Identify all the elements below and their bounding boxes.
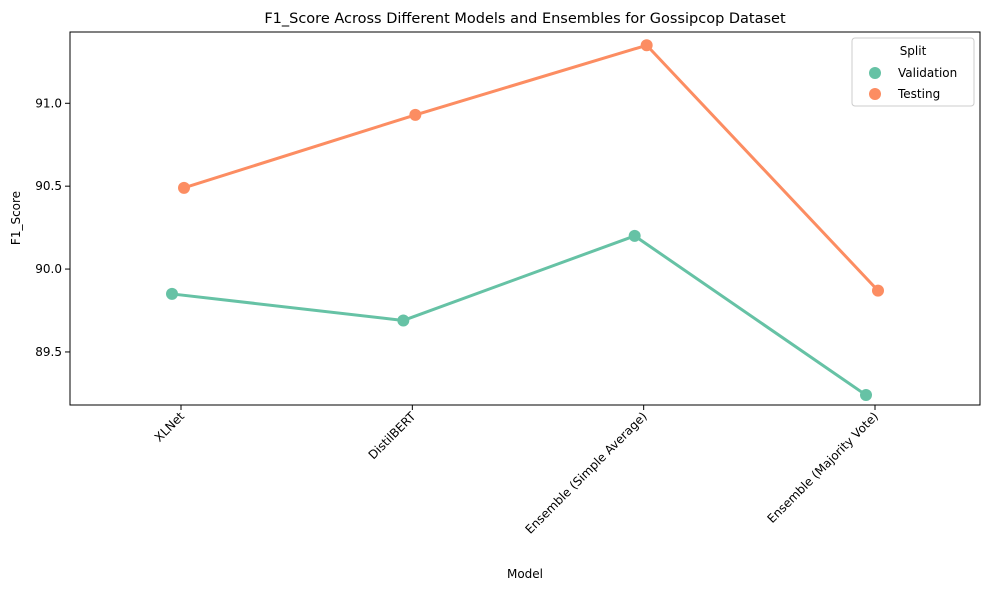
legend-marker-validation [869, 67, 881, 79]
x-tick-label: Ensemble (Simple Average) [522, 409, 649, 536]
legend-label-validation: Validation [898, 66, 957, 80]
legend-marker-testing [869, 88, 881, 100]
data-point-validation [860, 389, 872, 402]
x-axis-label: Model [507, 567, 543, 581]
data-point-testing [640, 39, 653, 52]
x-tick-label: XLNet [152, 409, 188, 445]
x-tick-label: Ensemble (Majority Vote) [764, 409, 881, 526]
series-layer [166, 39, 884, 402]
y-tick-label: 90.0 [35, 262, 62, 276]
y-axis: 89.5 90.0 90.5 91.0 [35, 96, 70, 359]
y-tick-label: 89.5 [35, 345, 62, 359]
y-axis-label: F1_Score [9, 191, 23, 245]
data-point-testing [178, 181, 190, 194]
data-point-testing [409, 108, 422, 121]
legend-label-testing: Testing [897, 87, 940, 101]
data-point-validation [397, 314, 410, 327]
data-point-testing [872, 284, 884, 297]
chart-title: F1_Score Across Different Models and Ens… [264, 11, 786, 27]
data-point-validation [628, 229, 641, 242]
x-axis: XLNet DistilBERT Ensemble (Simple Average)… [152, 405, 881, 537]
y-tick-label: 90.5 [35, 179, 62, 193]
legend: Split Validation Testing [851, 37, 975, 107]
series-line-testing [183, 43, 880, 292]
y-tick-label: 91.0 [35, 96, 62, 110]
x-tick-label: DistilBERT [366, 409, 419, 462]
legend-frame [851, 37, 975, 107]
data-point-validation [166, 287, 178, 300]
series-line-validation [171, 234, 867, 397]
plot-area [69, 31, 981, 406]
legend-title: Split [900, 44, 927, 58]
